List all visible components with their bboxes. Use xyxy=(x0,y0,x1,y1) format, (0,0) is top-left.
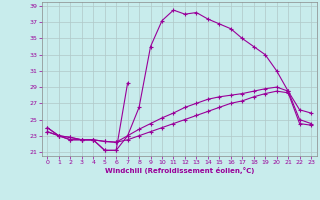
X-axis label: Windchill (Refroidissement éolien,°C): Windchill (Refroidissement éolien,°C) xyxy=(105,167,254,174)
